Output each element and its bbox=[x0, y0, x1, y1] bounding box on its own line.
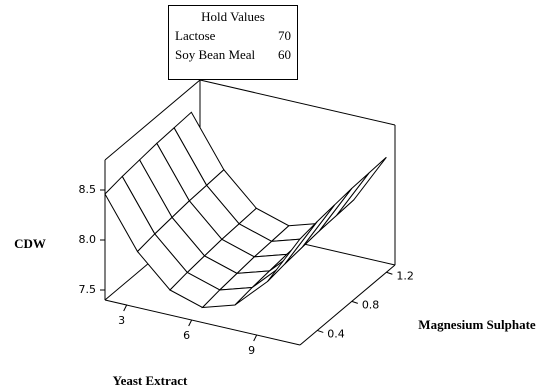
z-axis-label: CDW bbox=[14, 236, 46, 251]
frame-line bbox=[104, 79, 201, 161]
surface-patch bbox=[336, 156, 387, 216]
x-tick-label: 6 bbox=[183, 329, 190, 342]
hold-name: Lactose bbox=[175, 28, 216, 43]
surface-patch bbox=[318, 172, 370, 232]
hold-value: 70 bbox=[278, 28, 291, 43]
y-axis-label: Magnesium Sulphate bbox=[418, 317, 536, 332]
hold-value: 60 bbox=[278, 47, 291, 62]
z-tick-label: 7.5 bbox=[79, 283, 97, 296]
x-tick-label: 9 bbox=[248, 344, 255, 357]
y-tick bbox=[351, 300, 358, 304]
surface-patch bbox=[267, 221, 318, 282]
hold-values-title: Hold Values bbox=[201, 9, 265, 24]
z-tick-label: 8.5 bbox=[79, 183, 97, 196]
x-tick bbox=[253, 334, 258, 342]
surface-patch bbox=[301, 188, 353, 248]
x-tick-label: 3 bbox=[118, 314, 125, 327]
hold-name: Soy Bean Meal bbox=[175, 47, 256, 62]
hold-row: Soy Bean Meal 60 bbox=[175, 47, 291, 63]
x-tick bbox=[123, 304, 128, 312]
z-tick-label: 8.0 bbox=[79, 233, 97, 246]
frame-line bbox=[299, 264, 396, 346]
hold-row: Lactose 70 bbox=[175, 28, 291, 44]
x-tick bbox=[188, 319, 193, 327]
y-tick-label: 1.2 bbox=[396, 269, 414, 282]
y-tick bbox=[386, 271, 393, 275]
frame-line bbox=[104, 299, 301, 346]
x-axis-label: Yeast Extract bbox=[113, 373, 188, 388]
y-tick bbox=[317, 329, 324, 333]
frame-line bbox=[199, 79, 396, 126]
y-tick-label: 0.4 bbox=[327, 327, 345, 340]
y-tick-label: 0.8 bbox=[362, 298, 380, 311]
hold-values-box: Hold Values Lactose 70 Soy Bean Meal 60 bbox=[168, 5, 298, 80]
